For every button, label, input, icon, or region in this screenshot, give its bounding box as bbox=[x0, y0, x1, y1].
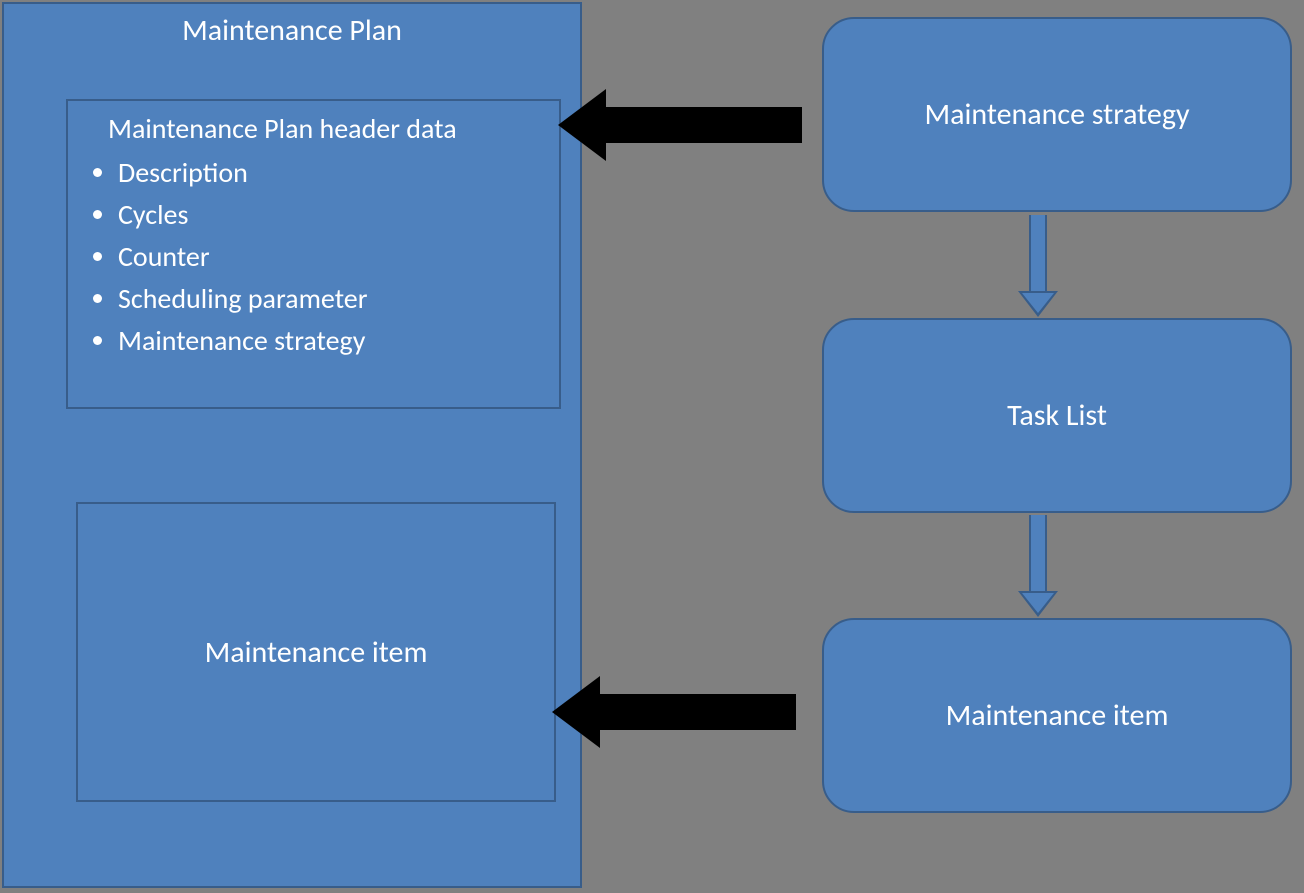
side-box-label: Task List bbox=[1007, 397, 1107, 434]
maintenance-item-side-box: Maintenance item bbox=[822, 618, 1292, 813]
maintenance-strategy-box: Maintenance strategy bbox=[822, 17, 1292, 212]
side-box-label: Maintenance strategy bbox=[924, 96, 1189, 133]
maintenance-plan-title: Maintenance Plan bbox=[4, 12, 580, 49]
list-item: Counter bbox=[118, 236, 559, 278]
arrow-strategy-to-header bbox=[558, 89, 802, 161]
list-item: Cycles bbox=[118, 194, 559, 236]
arrow-head-icon bbox=[552, 676, 600, 748]
arrow-head-icon bbox=[1018, 591, 1058, 617]
maintenance-item-inner-box: Maintenance item bbox=[76, 502, 556, 802]
arrow-shaft bbox=[600, 694, 796, 730]
arrow-shaft bbox=[1029, 515, 1047, 591]
arrow-tasklist-to-item bbox=[1018, 515, 1058, 617]
header-data-box: Maintenance Plan header data Description… bbox=[66, 99, 561, 409]
maintenance-item-label: Maintenance item bbox=[205, 634, 428, 671]
maintenance-plan-container: Maintenance Plan Maintenance Plan header… bbox=[2, 2, 582, 888]
list-item: Maintenance strategy bbox=[118, 320, 559, 362]
arrow-head-icon bbox=[1018, 291, 1058, 317]
side-box-label: Maintenance item bbox=[946, 697, 1169, 734]
list-item: Scheduling parameter bbox=[118, 278, 559, 320]
arrow-shaft bbox=[606, 107, 802, 143]
header-data-list: Description Cycles Counter Scheduling pa… bbox=[118, 152, 559, 362]
arrow-strategy-to-tasklist bbox=[1018, 215, 1058, 317]
header-data-title: Maintenance Plan header data bbox=[108, 111, 559, 146]
arrow-head-icon bbox=[558, 89, 606, 161]
arrow-shaft bbox=[1029, 215, 1047, 291]
arrow-item-to-itembox bbox=[552, 676, 796, 748]
task-list-box: Task List bbox=[822, 318, 1292, 513]
list-item: Description bbox=[118, 152, 559, 194]
